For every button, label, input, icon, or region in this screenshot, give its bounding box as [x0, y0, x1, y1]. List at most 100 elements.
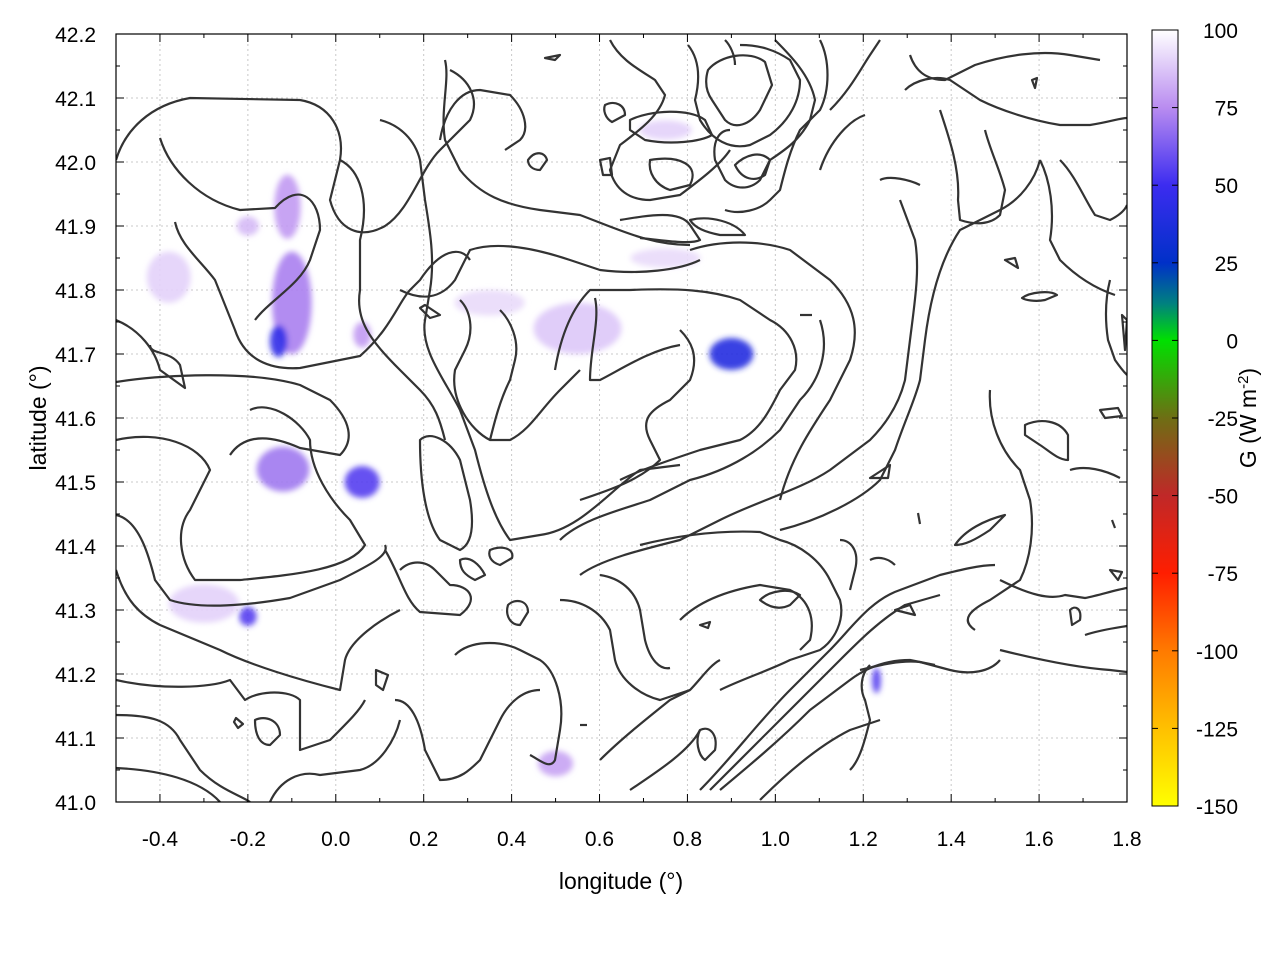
y-tick-label: 41.3 [55, 600, 96, 623]
colorbar-tick-label: -75 [1208, 563, 1238, 586]
contour-line [705, 54, 774, 127]
contour-line [458, 557, 487, 582]
contour-line [839, 538, 858, 591]
contour-line [116, 374, 350, 457]
contour-line [688, 217, 747, 237]
contour-line [999, 579, 1127, 600]
contour-line [579, 329, 696, 502]
contour-line [1023, 420, 1070, 462]
contour-line [689, 241, 856, 501]
contour-line [158, 137, 322, 321]
colorbar-title-main: G (W m [1235, 389, 1261, 468]
y-tick-label: 42.1 [55, 88, 96, 111]
contour-line [869, 556, 896, 566]
contour-line [629, 729, 701, 791]
contour-line [687, 43, 802, 148]
colorbar-title: G (W m-2) [1235, 368, 1261, 468]
field-patch [872, 667, 881, 694]
contour-line [543, 53, 562, 62]
contour-line [908, 51, 1101, 82]
contour-line [399, 244, 701, 298]
contour-line [1104, 279, 1127, 376]
contour-line [1069, 466, 1121, 479]
x-tick-label: 0.0 [321, 828, 350, 851]
field-patch [454, 290, 525, 316]
field-patch [168, 584, 240, 623]
contour-line [116, 406, 367, 582]
contour-line [599, 573, 671, 670]
contour-line [953, 513, 1007, 547]
field-patch [146, 251, 191, 303]
contour-line [719, 658, 936, 791]
contour-line [116, 713, 251, 802]
contour-line [868, 463, 892, 480]
contour-line [1003, 256, 1020, 270]
colorbar-tick-label: 100 [1203, 20, 1238, 43]
contour-line [648, 157, 694, 192]
contour-line [442, 59, 691, 247]
contour-line [232, 716, 245, 730]
colorbar-tick-label: -25 [1208, 408, 1238, 431]
contour-line [759, 718, 881, 801]
contour-line [1098, 406, 1124, 420]
colorbar-tick-label: -50 [1208, 486, 1238, 509]
contour-line [916, 512, 922, 525]
contour-line [893, 603, 917, 617]
contour-line [116, 69, 475, 234]
heatmap-field [146, 120, 881, 777]
contour-line [758, 589, 802, 609]
field-patch [236, 216, 259, 236]
contour-line [1039, 159, 1116, 297]
contour-line [999, 648, 1127, 674]
contour-line [454, 641, 563, 766]
contour-line [904, 76, 1127, 127]
contour-line [438, 88, 527, 151]
contour-line [603, 101, 627, 124]
x-axis: -0.4 -0.2 0.0 0.2 0.4 0.6 0.8 1.0 1.2 1.4 1.6 1.8 [142, 34, 1142, 851]
contour-line [253, 717, 282, 747]
y-tick-label: 41.2 [55, 664, 96, 687]
contour-line [599, 689, 691, 761]
colorbar-tick-label: -150 [1196, 796, 1238, 819]
colorbar-tick-label: -100 [1196, 641, 1238, 664]
contour-line [1110, 519, 1117, 529]
colorbar-tick-label: 0 [1226, 330, 1238, 353]
contour-line [579, 199, 919, 576]
x-tick-label: 1.0 [761, 828, 790, 851]
x-tick-label: 1.6 [1024, 828, 1053, 851]
y-tick-label: 41.9 [55, 216, 96, 239]
contour-line [619, 213, 702, 244]
field-patch [353, 322, 371, 348]
contour-line [724, 39, 737, 66]
y-tick-label: 41.4 [55, 536, 96, 559]
y-tick-label: 41.8 [55, 280, 96, 303]
contour-line [559, 319, 825, 541]
contour-line [698, 620, 712, 630]
contour-line [268, 719, 402, 802]
contour-line [966, 389, 1034, 631]
contour-line [116, 766, 221, 802]
x-tick-label: 1.4 [937, 828, 967, 851]
field-patch [269, 325, 288, 358]
colorbar-tick-label: 50 [1215, 175, 1238, 198]
contour-line [1059, 159, 1127, 222]
contour-line [418, 434, 474, 552]
field-patch [344, 466, 380, 498]
contour-line [709, 593, 941, 791]
contour-line [879, 176, 921, 186]
contour-line [418, 303, 442, 320]
contour-line [116, 678, 366, 752]
contour-line [384, 549, 472, 617]
field-patch [639, 120, 692, 140]
contour-line [116, 513, 387, 607]
contour-line [608, 39, 731, 202]
contour-line [696, 727, 717, 762]
contour-line [559, 598, 721, 702]
contour-line [453, 299, 581, 442]
y-tick-label: 42.2 [55, 24, 96, 47]
contour-line [1068, 606, 1082, 627]
contour-line [733, 153, 772, 180]
contour-line [779, 159, 1042, 532]
field-patch [537, 750, 574, 777]
